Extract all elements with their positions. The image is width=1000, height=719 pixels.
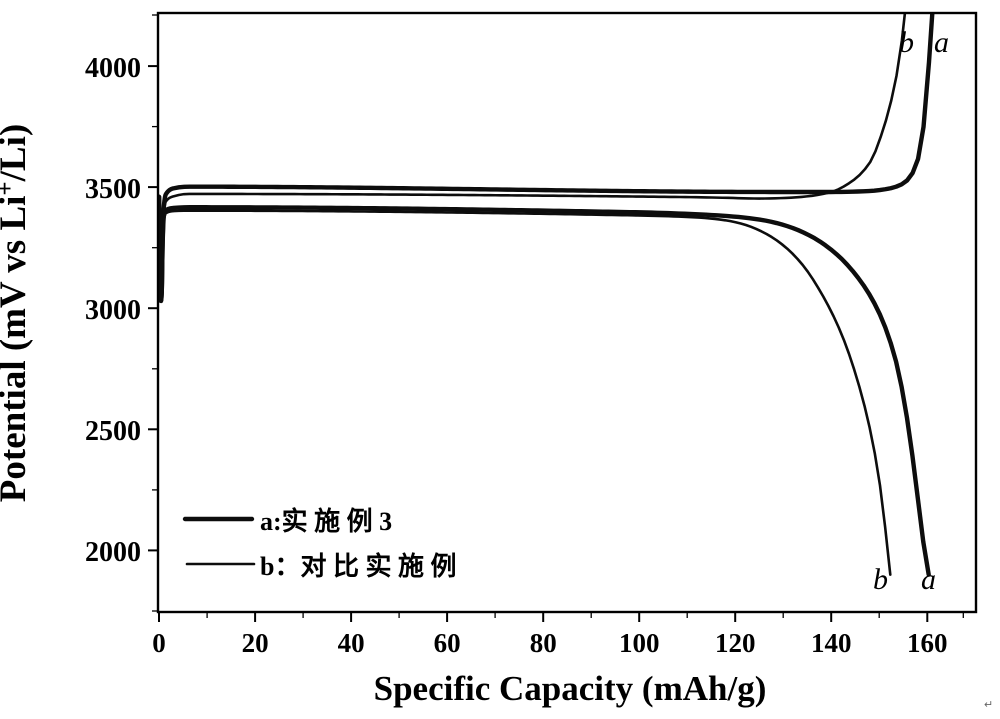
svg-text:a: a xyxy=(934,26,949,59)
svg-text:b: b xyxy=(873,563,888,596)
svg-text:140: 140 xyxy=(811,628,852,658)
svg-text:3000: 3000 xyxy=(85,295,141,326)
svg-text:b: b xyxy=(899,26,914,59)
svg-text:a:实 施 例 3: a:实 施 例 3 xyxy=(260,506,392,536)
svg-text:0: 0 xyxy=(152,628,166,658)
svg-text:80: 80 xyxy=(530,628,557,658)
svg-text:2500: 2500 xyxy=(85,416,141,447)
svg-text:120: 120 xyxy=(715,628,756,658)
svg-text:40: 40 xyxy=(338,628,365,658)
svg-text:3500: 3500 xyxy=(85,174,141,205)
svg-text:4000: 4000 xyxy=(85,53,141,84)
svg-text:Potential (mV vs Li+/Li): Potential (mV vs Li+/Li) xyxy=(0,124,34,502)
svg-text:a: a xyxy=(921,563,936,596)
svg-text:160: 160 xyxy=(907,628,948,658)
svg-text:Specific Capacity (mAh/g): Specific Capacity (mAh/g) xyxy=(374,669,767,708)
svg-text:20: 20 xyxy=(242,628,269,658)
svg-text:↵: ↵ xyxy=(984,699,993,711)
svg-text:b：对 比 实 施 例: b：对 比 实 施 例 xyxy=(260,551,456,581)
svg-text:100: 100 xyxy=(619,628,660,658)
svg-text:2000: 2000 xyxy=(85,537,141,568)
svg-text:60: 60 xyxy=(434,628,461,658)
